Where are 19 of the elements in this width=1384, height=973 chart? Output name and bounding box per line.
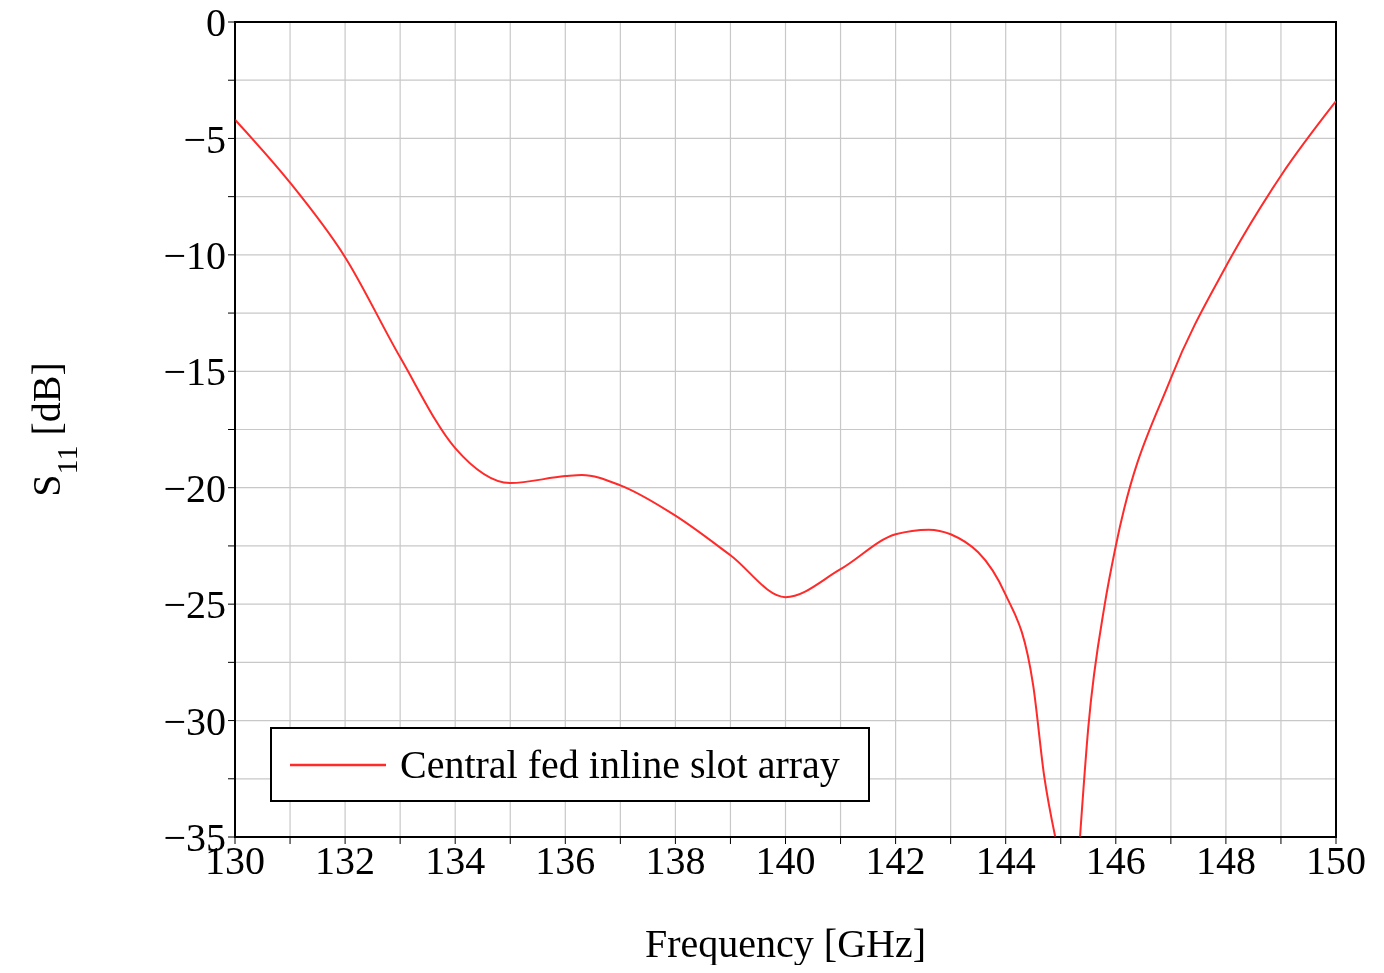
x-tick-label: 136: [535, 838, 596, 884]
y-tick-label: −20: [163, 465, 226, 511]
x-tick-label: 138: [645, 838, 706, 884]
x-tick-label: 132: [315, 838, 376, 884]
x-tick-label: 150: [1306, 838, 1366, 884]
x-tick-label: 146: [1085, 838, 1146, 884]
y-tick-label: −15: [163, 349, 226, 395]
x-tick-label: 140: [755, 838, 816, 884]
legend-label: Central fed inline slot array: [400, 741, 840, 788]
x-tick-label: 134: [425, 838, 486, 884]
y-tick-label: −30: [163, 698, 226, 744]
x-tick-label: 148: [1195, 838, 1256, 884]
y-tick-label: −25: [163, 582, 226, 628]
y-tick-label: −10: [163, 233, 226, 279]
x-tick-label: 144: [975, 838, 1036, 884]
x-axis-title: Frequency [GHz]: [645, 921, 926, 966]
y-tick-label: 0: [206, 0, 226, 46]
y-tick-label: −5: [183, 116, 226, 162]
x-tick-label: 142: [865, 838, 926, 884]
